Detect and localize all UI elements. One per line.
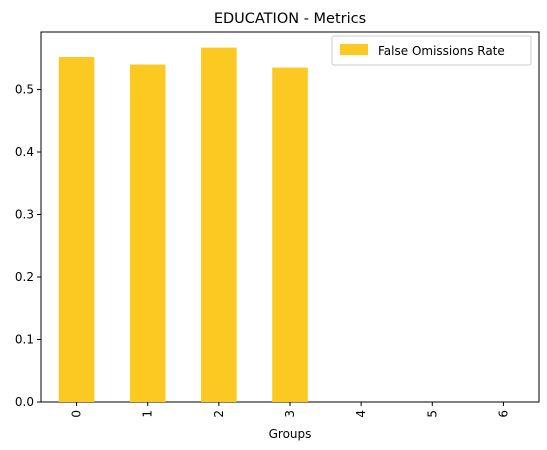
x-axis-label: Groups [269, 427, 312, 441]
bars-group [58, 47, 308, 402]
x-axis-ticks: 0 1 2 3 4 5 6 [70, 402, 510, 418]
x-tick-label-4: 4 [354, 410, 368, 418]
x-tick-label-0: 0 [70, 410, 84, 418]
x-tick-label-1: 1 [141, 410, 155, 418]
y-tick-label-4: 0.4 [15, 145, 34, 159]
bar-2 [201, 47, 237, 402]
legend-label: False Omissions Rate [378, 44, 505, 58]
bar-0 [58, 57, 95, 402]
x-tick-label-3: 3 [283, 410, 297, 418]
x-tick-label-6: 6 [496, 410, 510, 418]
chart-title: EDUCATION - Metrics [214, 11, 366, 27]
bar-3 [272, 67, 308, 402]
y-tick-label-3: 0.3 [15, 208, 34, 222]
legend-box [331, 35, 532, 66]
x-tick-label-2: 2 [212, 410, 226, 418]
y-tick-label-5: 0.5 [15, 83, 34, 97]
bar-1 [129, 64, 166, 402]
y-axis-ticks: 0.0 0.1 0.2 0.3 0.4 0.5 [15, 83, 41, 409]
y-tick-label-2: 0.2 [15, 270, 34, 284]
legend: False Omissions Rate [331, 35, 532, 66]
y-tick-label-0: 0.0 [15, 395, 34, 409]
y-tick-label-1: 0.1 [15, 333, 34, 347]
legend-swatch [340, 44, 368, 55]
x-tick-label-5: 5 [425, 410, 439, 418]
